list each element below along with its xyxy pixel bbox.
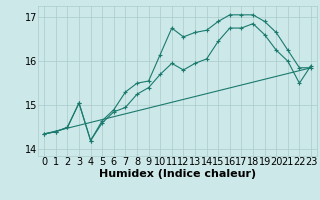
X-axis label: Humidex (Indice chaleur): Humidex (Indice chaleur) [99, 169, 256, 179]
